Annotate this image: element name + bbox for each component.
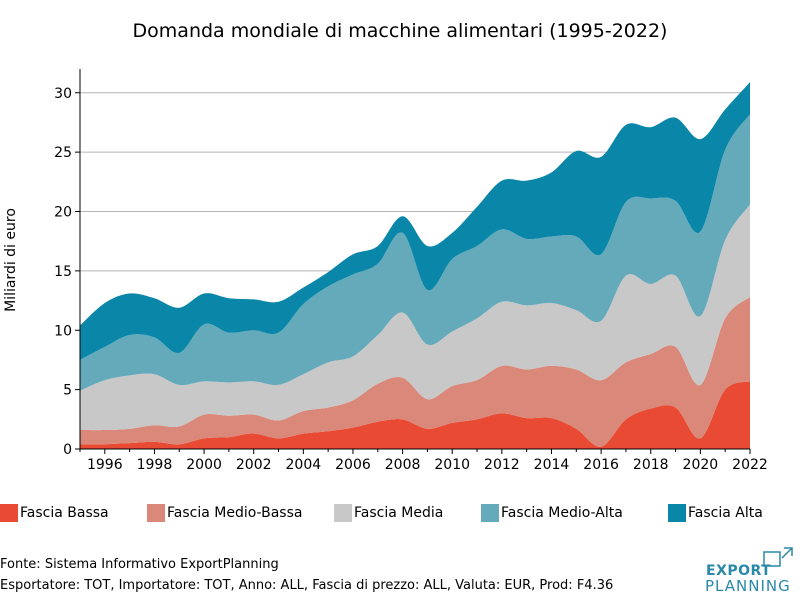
legend-item-fascia-media: Fascia Media (334, 504, 443, 522)
logo-text-export: EXPORT (706, 563, 772, 579)
chart-title: Domanda mondiale di macchine alimentari … (132, 20, 668, 42)
legend-label: Fascia Medio-Alta (501, 505, 623, 521)
y-tick-label: 10 (54, 323, 72, 339)
legend-item-fascia-medio-alta: Fascia Medio-Alta (481, 504, 623, 522)
x-tick-label: 2002 (236, 457, 272, 473)
y-tick-label: 0 (63, 442, 72, 458)
x-tick-label: 2006 (335, 457, 371, 473)
x-tick-label: 2018 (633, 457, 669, 473)
legend-item-fascia-bassa: Fascia Bassa (0, 504, 109, 522)
footer-source: Fonte: Sistema Informativo ExportPlannin… (0, 557, 279, 572)
legend-swatch (147, 504, 165, 522)
x-tick-label: 2014 (534, 457, 570, 473)
x-tick-label: 2004 (286, 457, 322, 473)
legend-label: Fascia Media (354, 505, 444, 521)
y-tick-label: 20 (54, 205, 72, 221)
x-tick-label: 2020 (683, 457, 719, 473)
area-fascia-medio-alta (80, 114, 750, 391)
legend-swatch (668, 504, 686, 522)
area-fascia-medio-bassa (80, 297, 750, 447)
legend-swatch (481, 504, 499, 522)
y-tick-label: 15 (54, 264, 72, 280)
axes: 0 5 10 15 20 25 30 1996 1998 2000 2002 2004 2006 2008… (54, 69, 768, 473)
legend-label: Fascia Medio-Bassa (167, 505, 303, 521)
footer-filters: Esportatore: TOT, Importatore: TOT, Anno… (0, 578, 614, 593)
stacked-areas (80, 82, 750, 449)
legend-item-fascia-medio-bassa: Fascia Medio-Bassa (147, 504, 302, 522)
logo-text-planning: PLANNING (705, 577, 791, 595)
legend: Fascia Bassa Fascia Medio-Bassa Fascia M… (0, 504, 800, 526)
y-tick-label: 30 (54, 86, 72, 102)
x-tick-label: 2010 (434, 457, 470, 473)
area-fascia-bassa (80, 381, 750, 449)
y-tick-label: 25 (54, 145, 72, 161)
x-tick-label: 2008 (385, 457, 421, 473)
x-tick-label: 1996 (87, 457, 123, 473)
area-fascia-media (80, 204, 750, 431)
x-tick-label: 2012 (484, 457, 520, 473)
legend-label: Fascia Alta (688, 505, 763, 521)
legend-swatch (0, 504, 18, 522)
legend-label: Fascia Bassa (20, 505, 109, 521)
exportplanning-logo: EXPORT PLANNING (704, 544, 796, 595)
logo-mark-icon (763, 547, 793, 567)
x-tick-label: 2000 (186, 457, 222, 473)
legend-item-fascia-alta: Fascia Alta (668, 504, 763, 522)
x-tick-label: 2016 (583, 457, 619, 473)
x-tick-label: 1998 (137, 457, 173, 473)
y-tick-label: 5 (63, 383, 72, 399)
x-tick-label: 2022 (732, 457, 768, 473)
legend-swatch (334, 504, 352, 522)
area-fascia-alta (80, 82, 750, 360)
